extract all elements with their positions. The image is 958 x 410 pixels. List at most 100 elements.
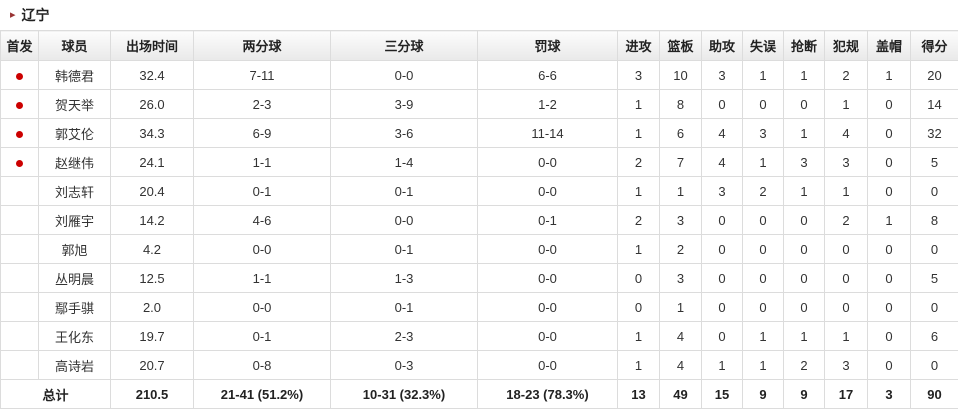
stat-assists: 4 [701, 147, 743, 177]
stat-minutes: 20.4 [110, 176, 194, 206]
column-header-rebounds: 篮板 [659, 30, 702, 61]
player-row: 刘雁宇 14.2 4-6 0-0 0-1 2 3 0 0 0 2 1 8 [0, 205, 958, 235]
stat-fouls: 2 [824, 60, 868, 90]
stat-points: 8 [910, 205, 958, 235]
table-body: 韩德君 32.4 7-11 0-0 6-6 3 10 3 1 1 2 1 20 贺天举 26.0 2-3 3-9… [0, 60, 958, 409]
stat-fouls: 1 [824, 321, 868, 351]
stat-rebounds: 7 [659, 147, 702, 177]
column-header-assists: 助攻 [701, 30, 743, 61]
stat-points: 0 [910, 350, 958, 380]
stat-points: 0 [910, 292, 958, 322]
player-row: 鄢手骐 2.0 0-0 0-1 0-0 0 1 0 0 0 0 0 0 [0, 292, 958, 322]
stat-three_pt: 1-4 [330, 147, 478, 177]
stat-minutes: 20.7 [110, 350, 194, 380]
stat-three_pt: 3-6 [330, 118, 478, 148]
stat-two_pt: 1-1 [193, 263, 331, 293]
stat-three_pt: 0-1 [330, 234, 478, 264]
stat-off_reb: 2 [617, 147, 660, 177]
stat-steals: 2 [783, 350, 825, 380]
stat-minutes: 4.2 [110, 234, 194, 264]
total-off_reb: 13 [617, 379, 660, 409]
stat-three_pt: 0-1 [330, 292, 478, 322]
stat-minutes: 12.5 [110, 263, 194, 293]
stat-turnovers: 0 [742, 234, 784, 264]
player-row: 郭艾伦 34.3 6-9 3-6 11-14 1 6 4 3 1 4 0 32 [0, 118, 958, 148]
starter-cell [0, 234, 39, 264]
header-row: 首发 球员 出场时间 两分球 三分球 罚球 进攻 篮板 助攻 失误 抢断 犯规 盖帽 得分 [0, 30, 958, 61]
stat-assists: 0 [701, 89, 743, 119]
stat-blocks: 0 [867, 263, 911, 293]
player-row: 郭旭 4.2 0-0 0-1 0-0 1 2 0 0 0 0 0 0 [0, 234, 958, 264]
player-name: 鄢手骐 [38, 292, 111, 322]
stat-assists: 0 [701, 234, 743, 264]
stat-points: 5 [910, 263, 958, 293]
stat-blocks: 1 [867, 205, 911, 235]
stat-blocks: 0 [867, 89, 911, 119]
stat-minutes: 34.3 [110, 118, 194, 148]
player-name: 韩德君 [38, 60, 111, 90]
starter-cell [0, 118, 39, 148]
stat-points: 0 [910, 234, 958, 264]
column-header-fouls: 犯规 [824, 30, 868, 61]
stat-turnovers: 0 [742, 292, 784, 322]
team-header[interactable]: ▸ 辽宁 [0, 0, 958, 30]
stat-turnovers: 1 [742, 147, 784, 177]
stat-points: 0 [910, 176, 958, 206]
stat-blocks: 0 [867, 234, 911, 264]
total-label: 总计 [0, 379, 111, 409]
stat-steals: 0 [783, 263, 825, 293]
stat-assists: 3 [701, 176, 743, 206]
stat-steals: 1 [783, 60, 825, 90]
column-header-off_reb: 进攻 [617, 30, 660, 61]
stat-rebounds: 8 [659, 89, 702, 119]
player-name: 王化东 [38, 321, 111, 351]
stat-two_pt: 0-8 [193, 350, 331, 380]
stat-off_reb: 1 [617, 234, 660, 264]
stat-off_reb: 0 [617, 263, 660, 293]
total-steals: 9 [783, 379, 825, 409]
player-name: 刘雁宇 [38, 205, 111, 235]
stat-blocks: 1 [867, 60, 911, 90]
stat-off_reb: 0 [617, 292, 660, 322]
stat-assists: 1 [701, 350, 743, 380]
stat-three_pt: 2-3 [330, 321, 478, 351]
player-row: 韩德君 32.4 7-11 0-0 6-6 3 10 3 1 1 2 1 20 [0, 60, 958, 90]
stat-blocks: 0 [867, 321, 911, 351]
box-score-table: 首发 球员 出场时间 两分球 三分球 罚球 进攻 篮板 助攻 失误 抢断 犯规 盖帽 得分 韩德君 32.4… [0, 30, 958, 409]
player-name: 丛明晨 [38, 263, 111, 293]
starter-dot-icon [16, 159, 23, 167]
stat-free_throw: 6-6 [477, 60, 618, 90]
column-header-points: 得分 [910, 30, 958, 61]
player-name: 刘志轩 [38, 176, 111, 206]
column-header-turnovers: 失误 [742, 30, 784, 61]
stat-two_pt: 0-1 [193, 321, 331, 351]
stat-three_pt: 1-3 [330, 263, 478, 293]
stat-off_reb: 1 [617, 350, 660, 380]
table-header: 首发 球员 出场时间 两分球 三分球 罚球 进攻 篮板 助攻 失误 抢断 犯规 盖帽 得分 [0, 30, 958, 61]
stat-free_throw: 0-0 [477, 234, 618, 264]
stat-three_pt: 0-0 [330, 60, 478, 90]
stat-steals: 0 [783, 234, 825, 264]
stat-steals: 1 [783, 118, 825, 148]
starter-dot-icon [16, 130, 23, 138]
stat-off_reb: 3 [617, 60, 660, 90]
stat-rebounds: 3 [659, 263, 702, 293]
column-header-steals: 抢断 [783, 30, 825, 61]
stat-free_throw: 11-14 [477, 118, 618, 148]
stat-minutes: 32.4 [110, 60, 194, 90]
stat-fouls: 4 [824, 118, 868, 148]
stat-assists: 0 [701, 205, 743, 235]
stat-steals: 0 [783, 292, 825, 322]
stat-turnovers: 1 [742, 60, 784, 90]
stat-fouls: 0 [824, 234, 868, 264]
stat-two_pt: 0-0 [193, 234, 331, 264]
stat-turnovers: 2 [742, 176, 784, 206]
player-name: 贺天举 [38, 89, 111, 119]
stat-rebounds: 1 [659, 292, 702, 322]
stat-assists: 3 [701, 60, 743, 90]
stat-turnovers: 3 [742, 118, 784, 148]
stat-steals: 1 [783, 321, 825, 351]
stat-steals: 0 [783, 205, 825, 235]
stat-free_throw: 0-0 [477, 350, 618, 380]
stat-minutes: 26.0 [110, 89, 194, 119]
